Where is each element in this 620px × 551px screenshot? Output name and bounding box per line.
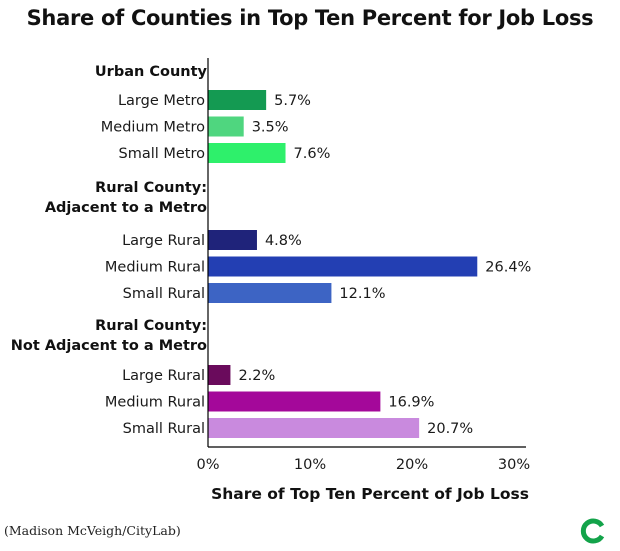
data-label: 3.5%: [252, 120, 289, 136]
group-label: Adjacent to a Metro: [45, 200, 207, 216]
bar: [208, 283, 332, 303]
x-tick-label: 10%: [294, 457, 326, 473]
group-label: Not Adjacent to a Metro: [11, 338, 207, 354]
category-label: Large Rural: [122, 368, 205, 384]
citylab-logo-icon: [580, 518, 605, 544]
bar: [208, 391, 381, 412]
category-label: Large Rural: [122, 233, 205, 249]
data-label: 4.8%: [265, 233, 302, 249]
x-tick-label: 30%: [498, 457, 530, 473]
category-label: Small Metro: [118, 146, 205, 162]
data-label: 16.9%: [388, 395, 434, 411]
bar: [208, 230, 257, 250]
data-label: 2.2%: [238, 368, 275, 384]
group-label: Rural County:: [95, 318, 207, 334]
x-axis-label: Share of Top Ten Percent of Job Loss: [211, 485, 529, 503]
category-label: Small Rural: [123, 421, 205, 437]
group-label: Rural County:: [95, 180, 207, 196]
data-label: 5.7%: [274, 93, 311, 109]
category-label: Medium Rural: [105, 395, 205, 411]
chart-title: Share of Counties in Top Ten Percent for…: [26, 6, 594, 30]
x-tick-label: 0%: [196, 457, 219, 473]
bar: [208, 90, 267, 110]
category-label: Medium Metro: [101, 120, 205, 136]
category-label: Small Rural: [123, 286, 205, 302]
bar: [208, 365, 231, 385]
bar: [208, 116, 244, 137]
bar: [208, 256, 478, 277]
x-tick-label: 20%: [396, 457, 428, 473]
source-credit: (Madison McVeigh/CityLab): [4, 523, 181, 538]
data-label: 12.1%: [339, 286, 385, 302]
bar: [208, 418, 420, 438]
category-label: Medium Rural: [105, 260, 205, 276]
bar: [208, 143, 286, 163]
data-label: 7.6%: [294, 146, 331, 162]
data-label: 20.7%: [427, 421, 473, 437]
group-label: Urban County: [95, 64, 208, 80]
category-label: Large Metro: [118, 93, 205, 109]
data-label: 26.4%: [485, 260, 531, 276]
